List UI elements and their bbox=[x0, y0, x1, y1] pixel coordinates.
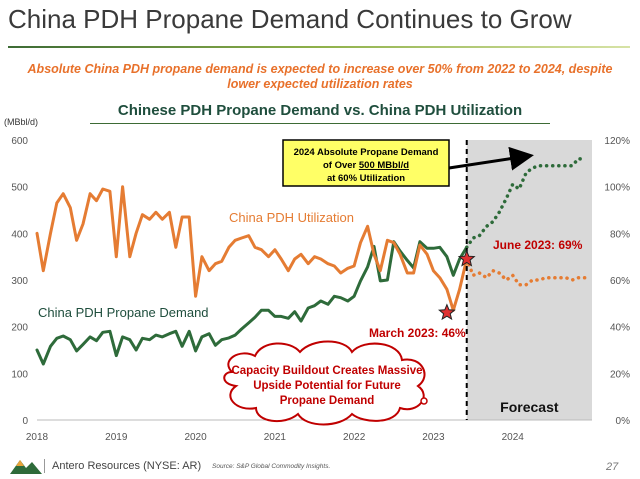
y-left-tick-label: 500 bbox=[11, 183, 28, 194]
june-annotation: June 2023: 69% bbox=[493, 238, 583, 252]
x-tick-label: 2018 bbox=[26, 432, 49, 443]
forecast-label: Forecast bbox=[500, 399, 559, 415]
y-left-tick-label: 100 bbox=[11, 369, 28, 380]
title-rule bbox=[8, 46, 630, 48]
footer-company: Antero Resources (NYSE: AR) bbox=[52, 460, 202, 472]
slide-subtitle: Absolute China PDH propane demand is exp… bbox=[27, 62, 613, 91]
x-tick-label: 2019 bbox=[105, 432, 128, 443]
x-tick-label: 2020 bbox=[184, 432, 207, 443]
y-right-tick-label: 120% bbox=[604, 136, 630, 147]
y-right-tick-label: 80% bbox=[610, 229, 630, 240]
demand-callout: 2024 Absolute Propane Demand of Over 500… bbox=[282, 139, 534, 187]
y-left-tick-label: 600 bbox=[11, 136, 28, 147]
page-number: 27 bbox=[606, 461, 619, 473]
x-tick-label: 2021 bbox=[264, 432, 287, 443]
footer-separator bbox=[44, 459, 45, 473]
slide-title: China PDH Propane Demand Continues to Gr… bbox=[8, 4, 572, 34]
x-tick-label: 2023 bbox=[422, 432, 445, 443]
callout-line-3: at 60% Utilization bbox=[327, 173, 405, 184]
callout-arrow bbox=[448, 146, 534, 171]
chart-title-rule bbox=[90, 123, 550, 124]
utilization-line bbox=[35, 185, 469, 312]
star-marker-icon bbox=[457, 249, 476, 267]
chart-title: Chinese PDH Propane Demand vs. China PDH… bbox=[117, 102, 523, 119]
y-right-tick-label: 40% bbox=[610, 323, 630, 334]
callout-line-2: of Over 500 MBbl/d bbox=[323, 160, 409, 171]
y-right-tick-label: 20% bbox=[610, 369, 630, 380]
antero-logo-icon bbox=[10, 460, 42, 474]
y-left-tick-label: 200 bbox=[11, 323, 28, 334]
utilization-series-label: China PDH Utilization bbox=[229, 210, 354, 225]
demand-series-label: China PDH Propane Demand bbox=[38, 305, 209, 320]
y-right-tick-label: 0% bbox=[616, 416, 631, 427]
x-tick-label: 2024 bbox=[502, 432, 525, 443]
forecast-demand-line bbox=[464, 156, 588, 250]
footer-source: Source: S&P Global Commodity Insights. bbox=[212, 463, 331, 470]
y-right-tick-label: 100% bbox=[604, 183, 630, 194]
y-left-tick-label: 0 bbox=[22, 416, 28, 427]
x-tick-label: 2022 bbox=[343, 432, 366, 443]
callout-line-1: 2024 Absolute Propane Demand bbox=[294, 147, 439, 158]
cloud-line-3: Propane Demand bbox=[280, 395, 375, 407]
y-left-tick-label: 400 bbox=[11, 229, 28, 240]
march-annotation: March 2023: 46% bbox=[369, 326, 466, 340]
star-marker-icon bbox=[438, 303, 456, 321]
capacity-cloud-callout: Capacity Buildout Creates Massive Upside… bbox=[223, 340, 428, 426]
cloud-line-1: Capacity Buildout Creates Massive bbox=[231, 365, 422, 377]
cloud-line-2: Upside Potential for Future bbox=[253, 380, 401, 392]
left-axis-label: (MBbl/d) bbox=[4, 117, 38, 127]
y-right-tick-label: 60% bbox=[610, 276, 630, 287]
y-left-tick-label: 300 bbox=[11, 276, 28, 287]
forecast-utilization-line bbox=[464, 257, 588, 287]
